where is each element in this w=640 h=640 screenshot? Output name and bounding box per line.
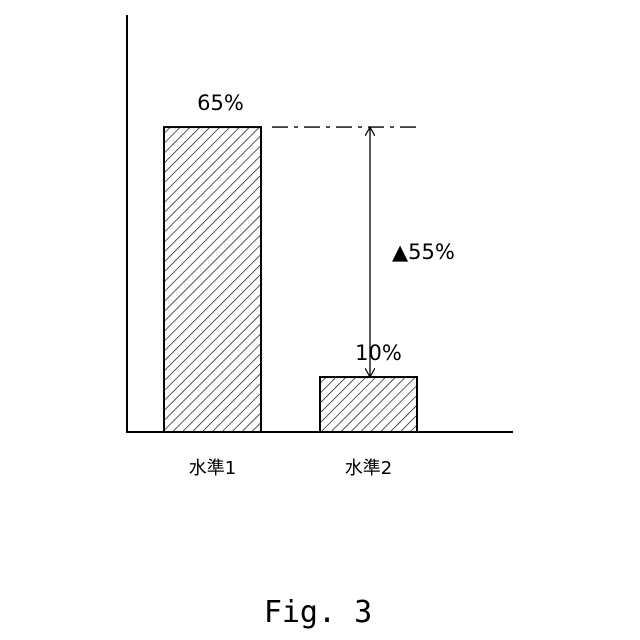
bar-2: [320, 377, 417, 432]
data-label-1: 65%: [197, 91, 244, 115]
data-label-2: 10%: [355, 341, 402, 365]
difference-label: ▲55%: [392, 240, 455, 264]
category-label-1: 水準1: [189, 458, 236, 479]
bar-1: [164, 127, 261, 432]
category-label-2: 水準2: [345, 458, 392, 479]
chart: ▲55% 65% 10% 水準1 水準2 Fig. 3: [0, 0, 640, 640]
figure-caption: Fig. 3: [264, 595, 372, 630]
